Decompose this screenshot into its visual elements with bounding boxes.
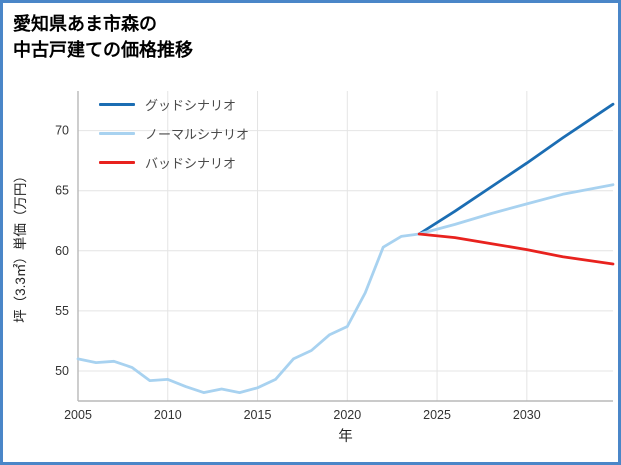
y-axis-label: 坪（3.3㎡）単価（万円） bbox=[13, 169, 28, 323]
series-line-normal bbox=[76, 183, 615, 395]
legend-label-good: グッドシナリオ bbox=[145, 98, 237, 113]
series-line-bad bbox=[417, 232, 615, 266]
chart-legend: グッドシナリオ ノーマルシナリオ バッドシナリオ bbox=[99, 95, 249, 182]
x-tick-label: 2005 bbox=[64, 408, 92, 422]
series-line-good bbox=[417, 102, 615, 236]
y-tick-label: 65 bbox=[55, 184, 69, 198]
legend-label-bad: バッドシナリオ bbox=[145, 156, 237, 171]
y-tick-label: 50 bbox=[55, 364, 69, 378]
legend-swatch-bad bbox=[99, 161, 135, 164]
legend-item-bad: バッドシナリオ bbox=[99, 153, 249, 172]
chart-title-line1: 愛知県あま市森の bbox=[13, 14, 157, 34]
legend-swatch-good bbox=[99, 103, 135, 106]
chart-svg: 2005 2010 2015 2020 2025 2030 50 55 60 65 70 年 坪（3.3… bbox=[13, 91, 615, 445]
chart-title-line2: 中古戸建ての価格推移 bbox=[13, 40, 193, 61]
x-tick-label: 2020 bbox=[333, 408, 361, 422]
chart-title: 愛知県あま市森の 中古戸建ての価格推移 bbox=[13, 11, 193, 63]
y-tick-label: 70 bbox=[55, 124, 69, 138]
x-tick-label: 2025 bbox=[423, 408, 451, 422]
x-tick-label: 2015 bbox=[244, 408, 272, 422]
legend-swatch-normal bbox=[99, 132, 135, 135]
y-tick-label: 60 bbox=[55, 244, 69, 258]
y-tick-label: 55 bbox=[55, 304, 69, 318]
legend-item-normal: ノーマルシナリオ bbox=[99, 124, 249, 143]
x-axis-label: 年 bbox=[338, 428, 353, 445]
x-tick-label: 2030 bbox=[513, 408, 541, 422]
legend-label-normal: ノーマルシナリオ bbox=[145, 127, 250, 142]
legend-item-good: グッドシナリオ bbox=[99, 95, 249, 114]
x-tick-label: 2010 bbox=[154, 408, 182, 422]
